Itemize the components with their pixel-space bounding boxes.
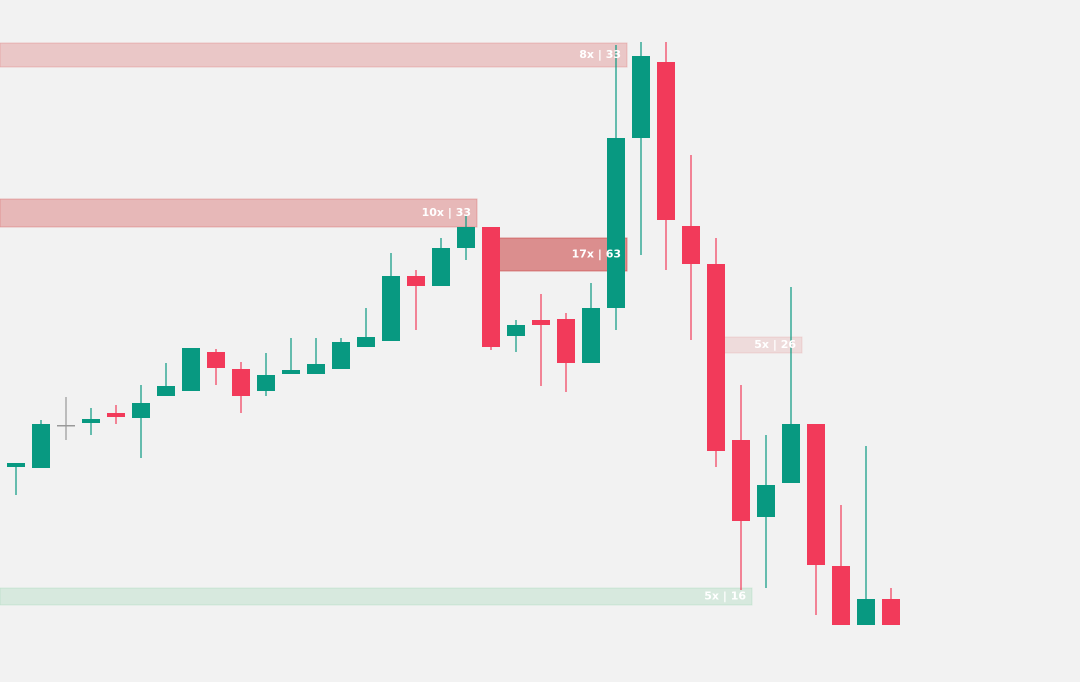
candle-body xyxy=(682,226,700,264)
candle-body xyxy=(882,599,900,625)
candle-body xyxy=(382,276,400,341)
candle-body xyxy=(407,276,425,286)
candle-body xyxy=(307,364,325,374)
candle-body xyxy=(182,348,200,391)
candle-body xyxy=(157,386,175,396)
candle-body xyxy=(832,566,850,625)
zone xyxy=(0,198,478,228)
candle-body xyxy=(582,308,600,363)
candle-body xyxy=(282,370,300,374)
candle-body xyxy=(207,352,225,368)
candle-body xyxy=(732,440,750,521)
candle-body xyxy=(107,413,125,417)
candle-body xyxy=(32,424,50,468)
candle-body xyxy=(757,485,775,517)
candle-body xyxy=(82,419,100,423)
zone xyxy=(0,587,753,606)
candle-body xyxy=(357,337,375,347)
candle-body xyxy=(707,264,725,451)
candle-body xyxy=(557,319,575,363)
candle-body xyxy=(657,62,675,220)
zone-label: 5x | 26 xyxy=(754,338,796,351)
zone xyxy=(482,237,628,272)
candle-body xyxy=(257,375,275,391)
candle-body xyxy=(432,248,450,286)
candle-body xyxy=(132,403,150,418)
candle-body xyxy=(857,599,875,625)
candle-body xyxy=(532,320,550,325)
candle-body xyxy=(332,342,350,369)
candle-body xyxy=(7,463,25,467)
zone xyxy=(0,42,628,68)
candle-body xyxy=(482,227,500,347)
candle-body xyxy=(607,138,625,308)
candle-body xyxy=(807,424,825,565)
zone-label: 5x | 16 xyxy=(704,590,746,603)
zone-label: 10x | 33 xyxy=(422,206,471,219)
candle-body xyxy=(232,369,250,396)
candle-body xyxy=(57,425,75,427)
zone-label: 8x | 33 xyxy=(579,48,621,61)
candle-body xyxy=(507,325,525,336)
zone-label: 17x | 63 xyxy=(572,248,621,261)
candle-body xyxy=(632,56,650,138)
candle-body xyxy=(782,424,800,483)
plot-area xyxy=(0,42,900,625)
candle-body xyxy=(457,227,475,248)
